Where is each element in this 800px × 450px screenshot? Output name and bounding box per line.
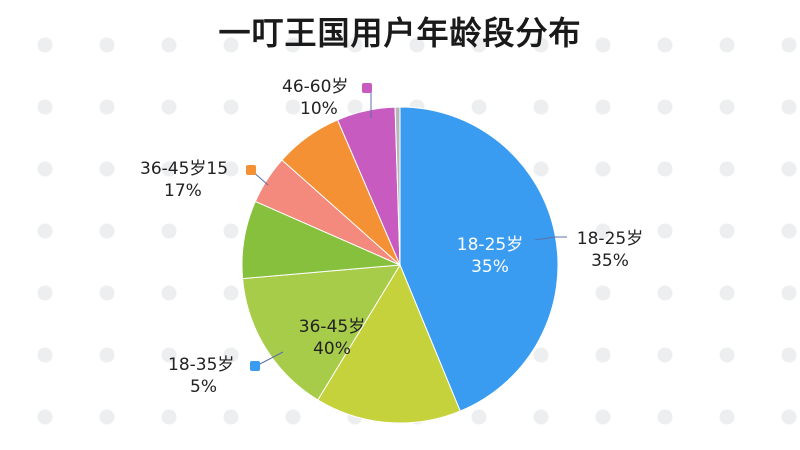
label-inner-blue-name: 18-25岁 <box>456 235 524 255</box>
label-inner-green: 36-45岁 40% <box>282 316 382 360</box>
label-left-bottom-name: 18-35岁 <box>168 355 235 375</box>
label-left-bottom-pct: 5% <box>190 377 217 397</box>
leader-line-1 <box>257 351 284 366</box>
label-inner-blue: 18-25岁 35% <box>440 234 540 278</box>
label-right-pct: 35% <box>591 251 629 271</box>
label-inner-green-pct: 40% <box>313 339 351 359</box>
label-left-mid-pct: 17% <box>164 181 202 201</box>
pie-slice-7 <box>394 106 401 266</box>
label-inner-green-name: 36-45岁 <box>298 317 366 337</box>
label-top-name: 46-60岁 <box>282 77 349 97</box>
label-top: 46-60岁 10% <box>282 76 372 120</box>
label-right-name: 18-25岁 <box>576 229 644 249</box>
pie-slice-1 <box>317 263 461 424</box>
legend-marker-purple <box>362 83 372 93</box>
pie-slice-2 <box>242 264 401 401</box>
label-inner-blue-pct: 35% <box>471 257 509 277</box>
chart-title: 一叮王国用户年龄段分布 <box>218 14 582 52</box>
leader-line-0 <box>534 236 567 241</box>
pie-slice-0 <box>399 106 559 412</box>
label-top-pct: 10% <box>300 99 338 119</box>
label-left-bottom: 18-35岁 5% <box>168 354 258 398</box>
label-left-mid-name: 36-45岁15 <box>140 159 229 179</box>
label-right: 18-25岁 35% <box>565 228 655 272</box>
label-left-mid: 36-45岁15 17% <box>140 158 250 202</box>
legend-marker-orange <box>246 165 256 175</box>
legend-marker-blue <box>250 361 260 371</box>
